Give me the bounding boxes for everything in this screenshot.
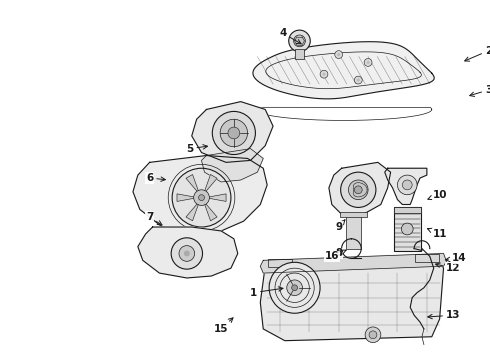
- Circle shape: [335, 51, 343, 59]
- Circle shape: [365, 327, 381, 343]
- Circle shape: [287, 280, 302, 296]
- Text: 2: 2: [465, 46, 490, 61]
- Polygon shape: [203, 175, 217, 194]
- Text: 5: 5: [186, 144, 207, 154]
- Text: 3: 3: [470, 85, 490, 96]
- Circle shape: [194, 190, 209, 206]
- Circle shape: [171, 238, 202, 269]
- Circle shape: [294, 35, 305, 47]
- Text: 1: 1: [250, 287, 283, 298]
- Circle shape: [220, 119, 247, 147]
- Bar: [393, 207, 421, 251]
- Polygon shape: [260, 260, 443, 341]
- Circle shape: [269, 262, 320, 313]
- Circle shape: [320, 70, 328, 78]
- Polygon shape: [253, 42, 434, 99]
- Circle shape: [198, 195, 204, 201]
- Circle shape: [341, 172, 376, 207]
- Polygon shape: [138, 227, 238, 278]
- Text: 10: 10: [428, 190, 447, 200]
- Circle shape: [337, 53, 340, 56]
- Polygon shape: [260, 253, 446, 273]
- Text: 13: 13: [428, 310, 461, 320]
- Polygon shape: [192, 102, 273, 162]
- Text: 4: 4: [279, 28, 301, 44]
- Polygon shape: [329, 162, 391, 214]
- Circle shape: [367, 61, 369, 64]
- Bar: [268, 259, 292, 267]
- Circle shape: [179, 246, 195, 261]
- Text: 9: 9: [335, 220, 345, 232]
- Polygon shape: [186, 175, 199, 194]
- Text: 7: 7: [146, 212, 162, 225]
- Text: 12: 12: [436, 263, 461, 273]
- Text: 11: 11: [427, 228, 447, 239]
- Circle shape: [322, 73, 325, 76]
- Circle shape: [228, 127, 240, 139]
- Circle shape: [357, 78, 360, 82]
- Text: 16: 16: [324, 251, 343, 261]
- Bar: [415, 255, 439, 262]
- Polygon shape: [133, 156, 267, 234]
- Circle shape: [354, 76, 362, 84]
- Text: 14: 14: [445, 253, 466, 264]
- Text: 6: 6: [146, 173, 165, 183]
- Bar: [340, 212, 367, 217]
- Circle shape: [292, 285, 297, 291]
- Text: 8: 8: [335, 248, 346, 258]
- Circle shape: [172, 168, 231, 227]
- Bar: [345, 214, 361, 248]
- Circle shape: [348, 180, 368, 199]
- Bar: [393, 207, 421, 213]
- Circle shape: [369, 331, 377, 339]
- Circle shape: [364, 59, 372, 66]
- Circle shape: [354, 186, 362, 194]
- Bar: [294, 49, 304, 59]
- Polygon shape: [203, 201, 217, 221]
- Circle shape: [212, 112, 255, 154]
- Polygon shape: [385, 168, 427, 204]
- Polygon shape: [177, 194, 197, 201]
- Circle shape: [184, 251, 190, 256]
- Polygon shape: [205, 194, 226, 201]
- Text: 15: 15: [214, 318, 233, 334]
- Polygon shape: [186, 201, 199, 221]
- Circle shape: [289, 30, 310, 51]
- Circle shape: [401, 223, 413, 235]
- Circle shape: [402, 180, 412, 190]
- Circle shape: [397, 175, 417, 195]
- Polygon shape: [201, 149, 263, 182]
